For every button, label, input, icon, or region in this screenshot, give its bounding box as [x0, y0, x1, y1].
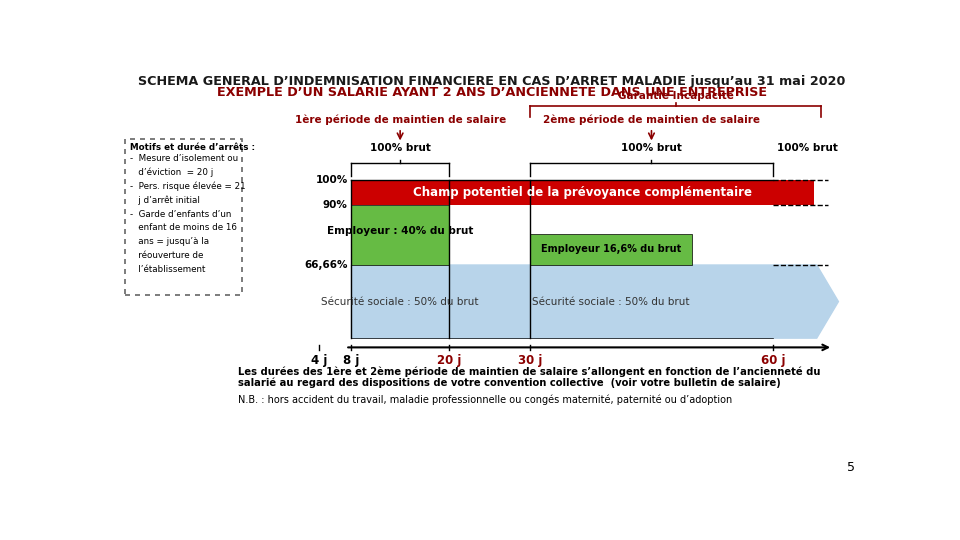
Text: SCHEMA GENERAL D’INDEMNISATION FINANCIERE EN CAS D’ARRET MALADIE jusqu’au 31 mai: SCHEMA GENERAL D’INDEMNISATION FINANCIER… [138, 75, 846, 88]
Text: 90%: 90% [323, 200, 348, 210]
Text: Sécurité sociale : 50% du brut: Sécurité sociale : 50% du brut [532, 296, 689, 307]
Text: enfant de moins de 16: enfant de moins de 16 [130, 224, 237, 232]
Text: Garantie Incapacité: Garantie Incapacité [617, 91, 733, 101]
Text: Employeur 16,6% du brut: Employeur 16,6% du brut [540, 245, 681, 254]
Text: Champ potentiel de la prévoyance complémentaire: Champ potentiel de la prévoyance complém… [413, 186, 752, 199]
Bar [351, 205, 448, 265]
Text: j d’arrêt initial: j d’arrêt initial [130, 195, 200, 205]
Text: 100%: 100% [316, 176, 348, 185]
Text: 5: 5 [847, 462, 854, 475]
Bar [530, 234, 692, 265]
Text: 30 j: 30 j [517, 354, 542, 367]
Text: -  Mesure d’isolement ou: - Mesure d’isolement ou [130, 154, 238, 163]
Text: Les durées des 1ère et 2ème période de maintien de salaire s’allongent en foncti: Les durées des 1ère et 2ème période de m… [238, 367, 820, 377]
Text: 66,66%: 66,66% [304, 260, 348, 270]
Text: 1ère période de maintien de salaire: 1ère période de maintien de salaire [295, 114, 506, 125]
Text: réouverture de: réouverture de [130, 251, 204, 260]
Text: 100% brut: 100% brut [777, 143, 838, 153]
Text: -  Garde d’enfants d’un: - Garde d’enfants d’un [130, 210, 231, 219]
Bar [351, 180, 814, 205]
Text: 20 j: 20 j [437, 354, 461, 367]
Text: salarié au regard des dispositions de votre convention collective  (voir votre b: salarié au regard des dispositions de vo… [238, 377, 780, 388]
Text: 60 j: 60 j [761, 354, 785, 367]
Text: Sécurité sociale : 50% du brut: Sécurité sociale : 50% du brut [322, 296, 479, 307]
FancyBboxPatch shape [126, 139, 242, 295]
Text: ans = jusqu’à la: ans = jusqu’à la [130, 237, 209, 246]
Text: EXEMPLE D’UN SALARIE AYANT 2 ANS D’ANCIENNETE DANS UNE ENTREPRISE: EXEMPLE D’UN SALARIE AYANT 2 ANS D’ANCIE… [217, 85, 767, 99]
Text: 100% brut: 100% brut [621, 143, 682, 153]
Text: N.B. : hors accident du travail, maladie professionnelle ou congés maternité, pa: N.B. : hors accident du travail, maladie… [238, 394, 732, 405]
Text: l’établissement: l’établissement [130, 265, 205, 274]
Text: 8 j: 8 j [344, 354, 360, 367]
Text: 100% brut: 100% brut [370, 143, 431, 153]
Text: 2ème période de maintien de salaire: 2ème période de maintien de salaire [543, 114, 760, 125]
FancyArrow shape [351, 265, 838, 338]
Text: 4 j: 4 j [311, 354, 327, 367]
Text: Motifs et durée d’arrêts :: Motifs et durée d’arrêts : [130, 143, 255, 152]
Text: d’éviction  = 20 j: d’éviction = 20 j [130, 168, 213, 178]
Text: Employeur : 40% du brut: Employeur : 40% du brut [327, 226, 473, 236]
Text: -  Pers. risque élevée = 21: - Pers. risque élevée = 21 [130, 182, 246, 191]
